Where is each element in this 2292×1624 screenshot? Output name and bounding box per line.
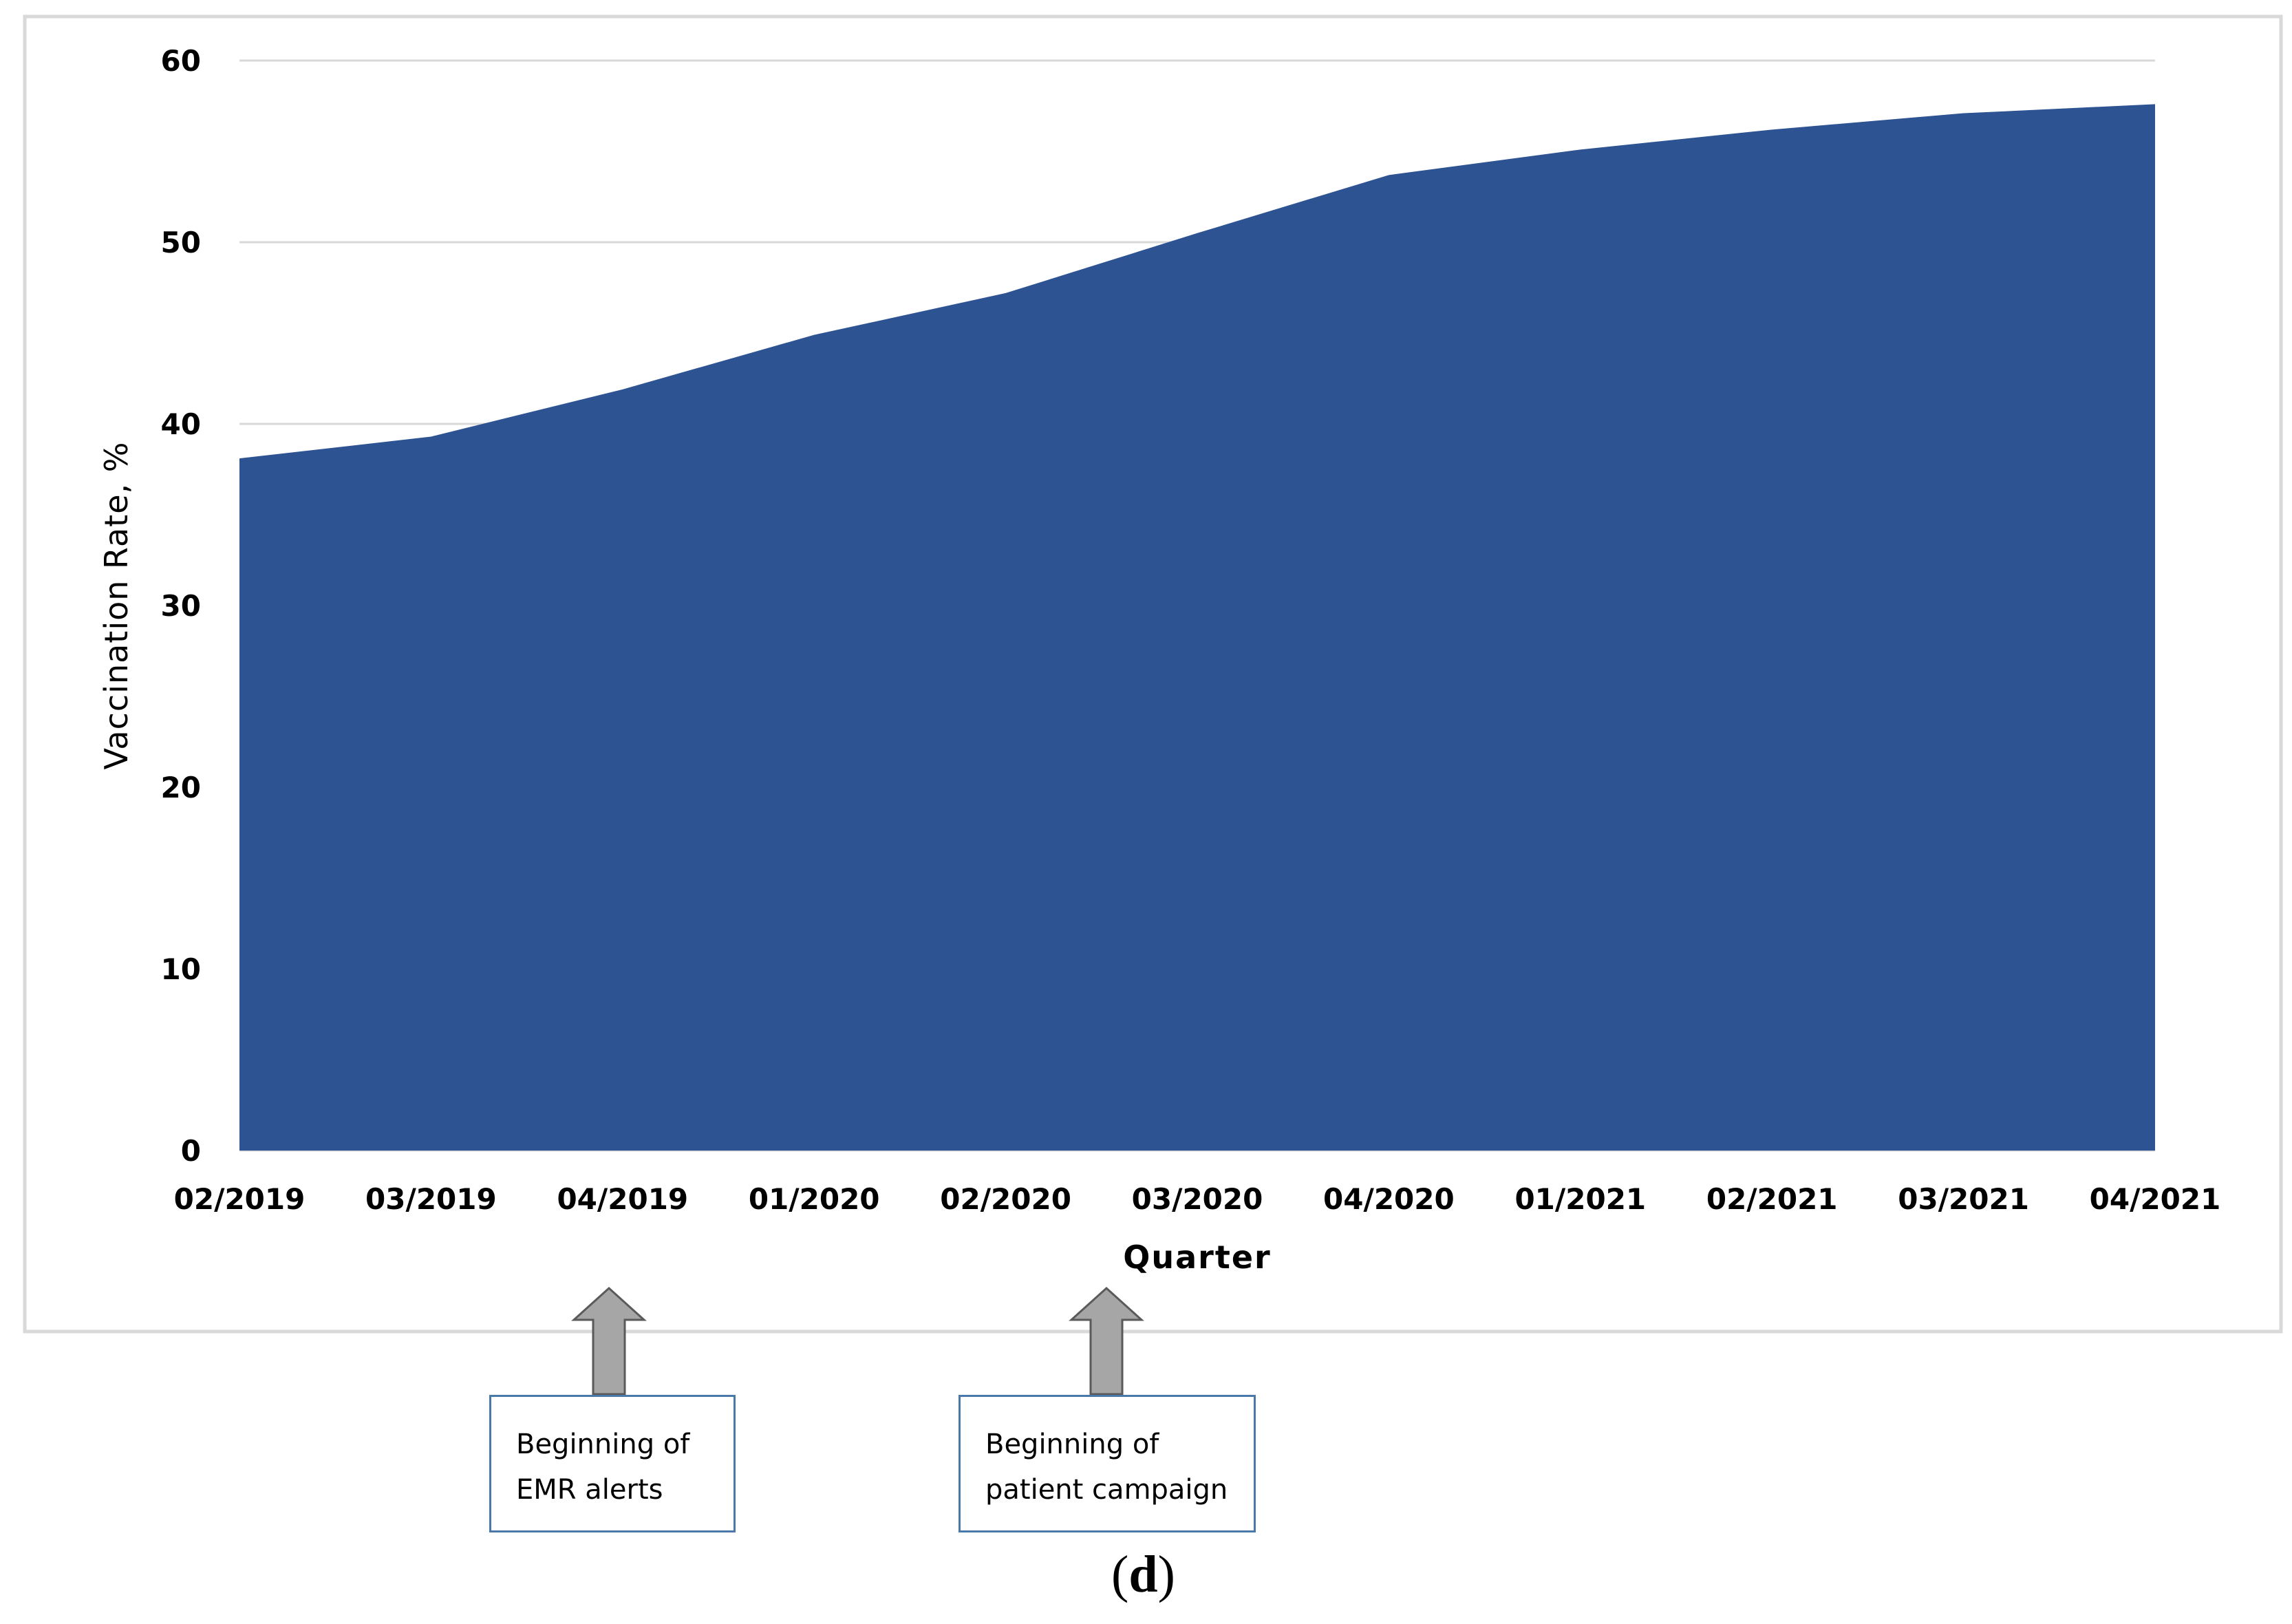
x-tick-label: 01/2021 (1514, 1182, 1646, 1216)
y-tick-label: 0 (181, 1134, 201, 1168)
vaccination-rate-area (239, 104, 2155, 1151)
annotation-line: patient campaign (985, 1474, 1228, 1506)
x-tick-label: 04/2020 (1323, 1182, 1455, 1216)
y-tick-label: 50 (161, 226, 201, 259)
annotation-patient-campaign: Beginning of patient campaign (958, 1395, 1256, 1532)
x-tick-label: 03/2019 (365, 1182, 497, 1216)
x-axis-ticks: 02/2019 03/2019 04/2019 01/2020 02/2020 03/20… (174, 1182, 2221, 1216)
up-arrow-icon (571, 1286, 647, 1396)
y-tick-label: 40 (161, 407, 201, 441)
y-tick-label: 10 (161, 952, 201, 986)
annotation-line: Beginning of (985, 1429, 1159, 1460)
panel-label-open: ( (1111, 1546, 1129, 1603)
annotation-line: EMR alerts (516, 1474, 663, 1506)
data-area (239, 104, 2155, 1151)
panel-label-close: ) (1157, 1546, 1175, 1603)
x-tick-label: 03/2020 (1132, 1182, 1263, 1216)
y-tick-label: 30 (161, 589, 201, 623)
x-tick-label: 02/2021 (1706, 1182, 1838, 1216)
panel-label: (d) (1111, 1545, 1175, 1605)
x-tick-label: 01/2020 (749, 1182, 880, 1216)
x-tick-label: 04/2019 (557, 1182, 688, 1216)
y-axis-ticks: 0 10 20 30 40 50 60 (161, 44, 201, 1168)
x-tick-label: 02/2020 (940, 1182, 1071, 1216)
annotation-line: Beginning of (516, 1429, 690, 1460)
x-tick-label: 02/2019 (174, 1182, 306, 1216)
annotation-emr-alerts: Beginning of EMR alerts (489, 1395, 736, 1532)
y-tick-label: 60 (161, 44, 201, 78)
x-tick-label: 03/2021 (1898, 1182, 2029, 1216)
x-axis-title: Quarter (1123, 1239, 1271, 1276)
x-tick-label: 04/2021 (2090, 1182, 2221, 1216)
up-arrow-icon (1069, 1286, 1144, 1396)
y-axis-title: Vaccination Rate, % (98, 442, 135, 770)
y-tick-label: 20 (161, 771, 201, 804)
panel-label-letter: d (1128, 1546, 1158, 1603)
